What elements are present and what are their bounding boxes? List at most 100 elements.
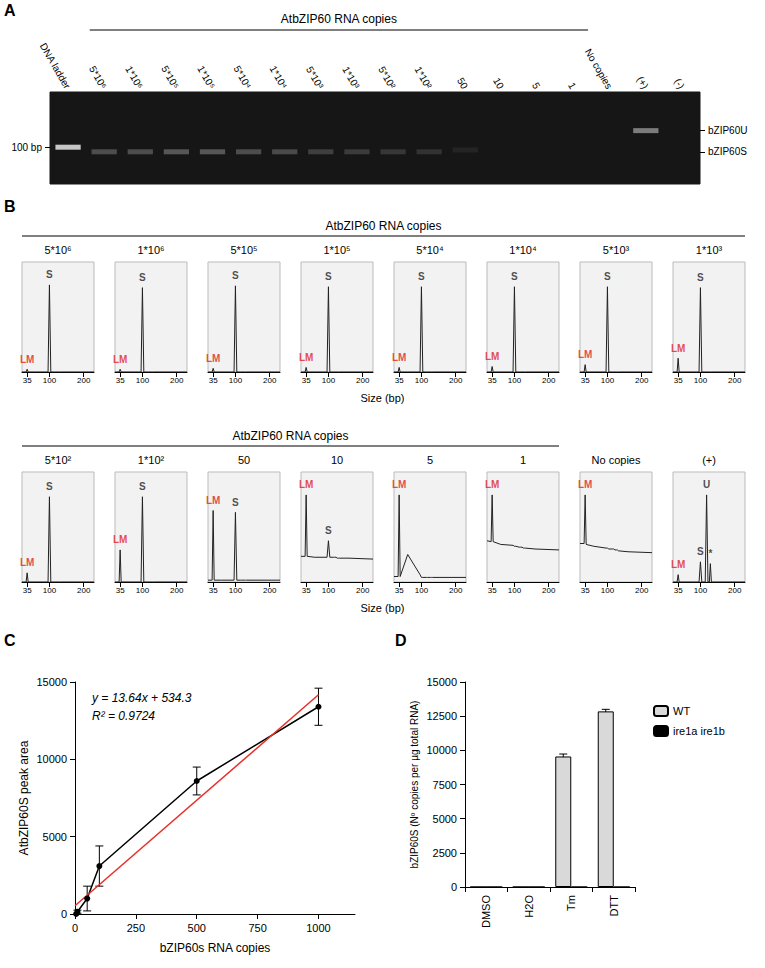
svg-text:S: S — [418, 271, 425, 282]
svg-text:1*10³: 1*10³ — [696, 244, 723, 256]
svg-text:35: 35 — [581, 376, 590, 385]
svg-text:DTT: DTT — [608, 895, 620, 917]
svg-text:0: 0 — [72, 922, 78, 934]
svg-text:100: 100 — [229, 376, 243, 385]
svg-text:S: S — [139, 272, 146, 283]
svg-text:U: U — [703, 479, 710, 490]
svg-text:7500: 7500 — [433, 779, 457, 791]
svg-text:1*10⁵: 1*10⁵ — [323, 244, 350, 256]
svg-text:S: S — [325, 525, 332, 536]
svg-text:200: 200 — [170, 376, 184, 385]
svg-text:S: S — [697, 272, 704, 283]
svg-text:Size (bp): Size (bp) — [360, 392, 404, 404]
svg-text:No copies: No copies — [592, 454, 641, 466]
svg-text:200: 200 — [635, 376, 649, 385]
svg-text:100: 100 — [508, 376, 522, 385]
svg-text:AtbZIP60 RNA copies: AtbZIP60 RNA copies — [281, 12, 397, 26]
svg-text:1*10²: 1*10² — [138, 454, 165, 466]
svg-text:S: S — [325, 271, 332, 282]
svg-text:D: D — [395, 632, 407, 649]
svg-text:(+): (+) — [635, 74, 651, 90]
svg-text:S: S — [232, 497, 239, 508]
svg-text:5*10⁵: 5*10⁵ — [230, 244, 257, 256]
svg-text:bZIP60U: bZIP60U — [708, 125, 747, 136]
svg-text:LM: LM — [671, 559, 685, 570]
svg-text:100: 100 — [601, 376, 615, 385]
svg-text:35: 35 — [674, 376, 683, 385]
svg-text:5*10²: 5*10² — [376, 65, 398, 92]
svg-text:LM: LM — [299, 479, 313, 490]
svg-text:1*10²: 1*10² — [412, 65, 434, 92]
svg-text:No copies: No copies — [583, 47, 615, 91]
svg-text:1*10⁴: 1*10⁴ — [268, 64, 290, 91]
svg-text:5*10⁴: 5*10⁴ — [416, 244, 444, 256]
svg-text:200: 200 — [77, 376, 91, 385]
svg-text:Size (bp): Size (bp) — [360, 602, 404, 614]
svg-text:LM: LM — [299, 352, 313, 363]
svg-text:S: S — [46, 481, 53, 492]
svg-text:LM: LM — [206, 495, 220, 506]
svg-text:5*10²: 5*10² — [45, 454, 72, 466]
svg-text:H2O: H2O — [523, 895, 535, 918]
svg-text:LM: LM — [578, 479, 592, 490]
svg-text:1: 1 — [566, 80, 579, 91]
svg-text:35: 35 — [23, 586, 32, 595]
svg-text:35: 35 — [674, 586, 683, 595]
svg-text:AtbZIP60 RNA copies: AtbZIP60 RNA copies — [325, 219, 441, 233]
svg-text:10: 10 — [331, 454, 343, 466]
svg-text:LM: LM — [113, 354, 127, 365]
svg-text:S: S — [232, 270, 239, 281]
svg-text:35: 35 — [302, 376, 311, 385]
svg-text:100: 100 — [508, 586, 522, 595]
svg-text:LM: LM — [392, 352, 406, 363]
svg-text:S: S — [697, 546, 704, 557]
svg-text:35: 35 — [302, 586, 311, 595]
svg-text:5*10⁶: 5*10⁶ — [44, 244, 71, 256]
svg-text:DNA ladder: DNA ladder — [38, 41, 73, 91]
svg-text:100 bp: 100 bp — [11, 142, 42, 153]
svg-text:15000: 15000 — [36, 676, 67, 688]
svg-text:10000: 10000 — [36, 753, 67, 765]
svg-text:*: * — [708, 548, 712, 559]
svg-text:12500: 12500 — [426, 710, 457, 722]
svg-text:0: 0 — [61, 908, 67, 920]
svg-text:200: 200 — [728, 586, 742, 595]
svg-text:100: 100 — [43, 376, 57, 385]
svg-text:35: 35 — [209, 376, 218, 385]
svg-text:50: 50 — [238, 454, 250, 466]
svg-text:100: 100 — [415, 376, 429, 385]
svg-text:200: 200 — [542, 586, 556, 595]
svg-text:100: 100 — [601, 586, 615, 595]
svg-text:1: 1 — [520, 454, 526, 466]
svg-text:S: S — [46, 269, 53, 280]
svg-text:100: 100 — [322, 586, 336, 595]
svg-text:100: 100 — [415, 586, 429, 595]
svg-text:1*10⁶: 1*10⁶ — [123, 64, 145, 91]
svg-text:LM: LM — [485, 351, 499, 362]
svg-text:1*10⁶: 1*10⁶ — [137, 244, 164, 256]
svg-text:200: 200 — [449, 586, 463, 595]
svg-text:100: 100 — [136, 586, 150, 595]
svg-text:1000: 1000 — [306, 922, 330, 934]
svg-text:R² = 0.9724: R² = 0.9724 — [92, 709, 155, 723]
svg-text:250: 250 — [127, 922, 145, 934]
svg-text:10: 10 — [491, 76, 506, 92]
svg-text:35: 35 — [488, 376, 497, 385]
svg-text:WT: WT — [673, 705, 690, 717]
svg-text:35: 35 — [23, 376, 32, 385]
svg-text:(+): (+) — [702, 454, 716, 466]
svg-text:LM: LM — [113, 534, 127, 545]
svg-text:15000: 15000 — [426, 676, 457, 688]
svg-text:200: 200 — [356, 376, 370, 385]
svg-text:LM: LM — [20, 354, 34, 365]
svg-text:1*10³: 1*10³ — [340, 65, 362, 92]
svg-text:S: S — [511, 271, 518, 282]
svg-text:LM: LM — [206, 353, 220, 364]
svg-text:35: 35 — [395, 586, 404, 595]
svg-text:5000: 5000 — [43, 831, 67, 843]
svg-text:0: 0 — [451, 881, 457, 893]
svg-text:750: 750 — [248, 922, 266, 934]
svg-text:bZIP60S (Nº copies per µg tota: bZIP60S (Nº copies per µg total RNA) — [409, 701, 420, 869]
svg-text:Tm: Tm — [565, 895, 577, 911]
svg-text:bZIP60s RNA copies: bZIP60s RNA copies — [160, 941, 271, 955]
